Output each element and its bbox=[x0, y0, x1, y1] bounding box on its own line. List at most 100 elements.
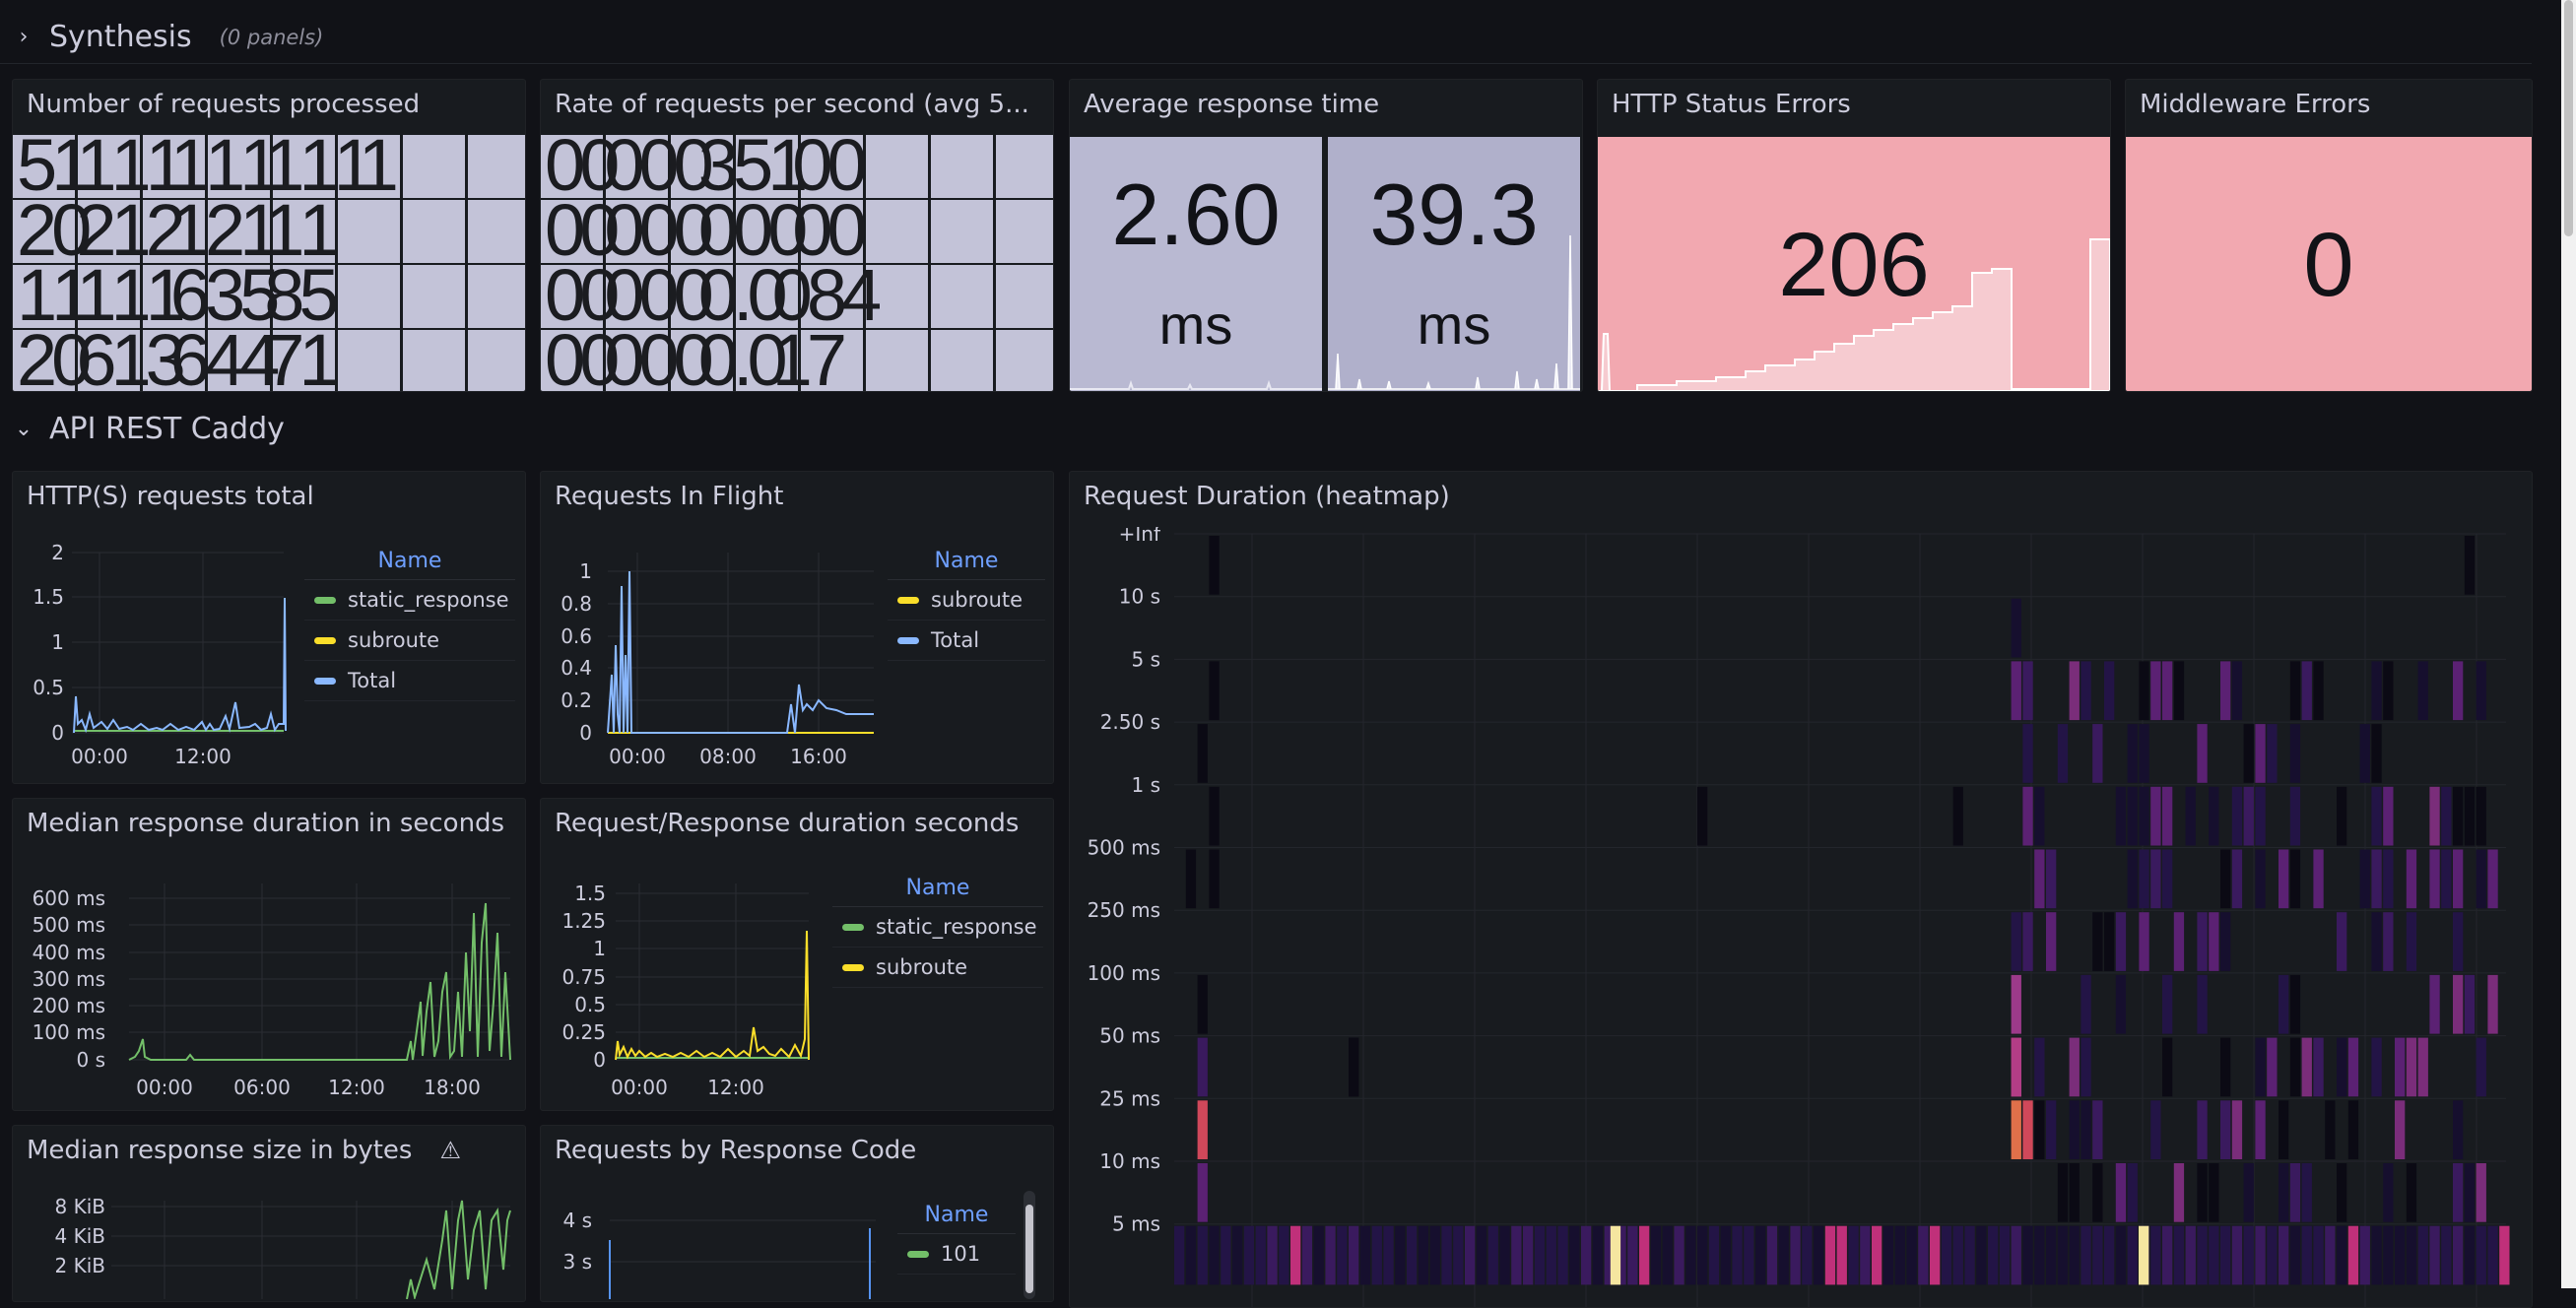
panel-request-rate[interactable]: Rate of requests per second (avg 5... 00… bbox=[540, 79, 1054, 392]
y-tick: 8 KiB bbox=[55, 1195, 105, 1218]
heatmap-cell bbox=[1523, 1225, 1534, 1285]
time-series-chart: 8 KiB 4 KiB 2 KiB bbox=[55, 1195, 511, 1299]
heatmap-cell bbox=[2406, 849, 2417, 909]
heatmap-cell bbox=[2139, 912, 2149, 971]
heatmap-cell bbox=[1209, 536, 1220, 595]
heatmap-cell bbox=[2279, 1225, 2289, 1285]
heatmap-cell bbox=[2255, 849, 2266, 909]
panel-title: HTTP(S) requests total bbox=[27, 482, 314, 511]
heatmap-cell bbox=[1313, 1225, 1324, 1285]
heatmap-cell bbox=[2231, 849, 2243, 909]
panel-avg-response[interactable]: Average response time 2.60 ms 39.3 ms bbox=[1069, 79, 1583, 392]
heatmap-cell bbox=[1359, 1225, 1371, 1285]
legend-scrollbar[interactable] bbox=[1024, 1191, 1035, 1299]
stat-digit: 5 bbox=[732, 129, 773, 202]
heatmap-cell bbox=[2383, 661, 2394, 721]
heatmap-cell bbox=[2173, 661, 2185, 721]
heatmap-cell bbox=[2487, 849, 2498, 909]
heatmap-cell bbox=[2046, 1225, 2057, 1285]
heatmap-cell bbox=[2209, 1163, 2219, 1222]
heatmap-cell bbox=[2092, 724, 2103, 783]
stat-cell bbox=[736, 265, 798, 328]
scrollbar-thumb[interactable] bbox=[2564, 0, 2573, 236]
stat-value: 0 bbox=[2303, 215, 2354, 315]
heatmap-cell bbox=[2301, 1225, 2312, 1285]
heatmap-cell bbox=[1407, 1225, 1418, 1285]
legend-item[interactable]: subroute bbox=[888, 580, 1045, 621]
legend-label: subroute bbox=[348, 628, 440, 652]
heatmap-cell bbox=[2337, 1037, 2347, 1097]
warning-icon[interactable]: ⚠ bbox=[439, 1137, 461, 1164]
legend-item[interactable]: Total bbox=[888, 621, 1045, 661]
legend-item[interactable]: static_response bbox=[304, 580, 515, 621]
legend-item[interactable]: subroute bbox=[304, 621, 515, 661]
stat-digit: 0 bbox=[604, 129, 644, 202]
stat-cell bbox=[143, 330, 205, 391]
panel-median-size[interactable]: Median response size in bytes ⚠ 8 KiB 4 K… bbox=[12, 1125, 526, 1302]
y-tick: 1 bbox=[593, 937, 606, 960]
legend-label: subroute bbox=[876, 955, 968, 979]
chevron-down-icon[interactable]: ⌄ bbox=[14, 417, 33, 441]
row-synthesis[interactable]: › Synthesis (0 panels) bbox=[14, 20, 324, 54]
heatmap-cell bbox=[2267, 1037, 2278, 1097]
panel-http-requests-total[interactable]: HTTP(S) requests total 2 1.5 1 0.5 0 00:… bbox=[12, 471, 526, 784]
panel-middleware-errors[interactable]: Middleware Errors 0 bbox=[2125, 79, 2533, 392]
stat-cell bbox=[606, 135, 668, 198]
stat-digit: 0 bbox=[638, 324, 679, 392]
heatmap-cell bbox=[2289, 1225, 2301, 1285]
series-total bbox=[607, 570, 874, 734]
heatmap-cell bbox=[2069, 1225, 2080, 1285]
heatmap-cell bbox=[2104, 661, 2115, 721]
panel-requests-in-flight[interactable]: Requests In Flight 1 0.8 0.6 0.4 0.2 0 0… bbox=[540, 471, 1054, 784]
y-tick: 1.25 bbox=[561, 909, 606, 933]
heatmap-cell bbox=[1174, 1225, 1185, 1285]
panel-requests-processed[interactable]: Number of requests processed 51111111111… bbox=[12, 79, 526, 392]
heatmap-cell bbox=[2011, 598, 2021, 658]
stat-value-row: 1111163585 bbox=[17, 259, 525, 332]
row-api-rest-caddy[interactable]: ⌄ API REST Caddy bbox=[14, 412, 285, 446]
legend-item[interactable]: static_response bbox=[832, 907, 1043, 948]
y-tick: 25 ms bbox=[1099, 1086, 1160, 1110]
legend-item[interactable]: subroute bbox=[832, 948, 1043, 988]
heatmap-cell bbox=[2441, 1225, 2452, 1285]
stat-cell bbox=[931, 330, 993, 391]
stat-digit: 3 bbox=[697, 129, 739, 202]
chevron-right-icon[interactable]: › bbox=[19, 25, 29, 49]
panel-by-response-code[interactable]: Requests by Response Code 4 s 3 s Name 1… bbox=[540, 1125, 1054, 1302]
stat-value: 2.60 bbox=[1111, 165, 1281, 263]
page-scrollbar[interactable] bbox=[2561, 0, 2576, 1288]
stat-digit: 1 bbox=[298, 194, 339, 267]
heatmap-cell bbox=[2092, 1100, 2103, 1159]
heatmap-cell bbox=[2231, 1225, 2243, 1285]
stat-cell bbox=[866, 265, 928, 328]
legend-label: Total bbox=[931, 628, 980, 652]
panel-median-duration[interactable]: Median response duration in seconds 600 … bbox=[12, 798, 526, 1111]
panel-req-resp-duration[interactable]: Request/Response duration seconds 1.5 1.… bbox=[540, 798, 1054, 1111]
heatmap-cell bbox=[2011, 974, 2021, 1034]
heatmap-cell bbox=[2069, 1163, 2080, 1222]
heatmap-cell bbox=[2301, 661, 2312, 721]
panel-duration-heatmap[interactable]: Request Duration (heatmap) +Inf 10 s 5 s 2.… bbox=[1069, 471, 2533, 1308]
stat-cell bbox=[866, 135, 928, 198]
stat-cell bbox=[13, 200, 75, 263]
stat-value-row: 2061364471 bbox=[17, 324, 525, 392]
heatmap-cell bbox=[2162, 849, 2173, 909]
heatmap-cell bbox=[1976, 1225, 1987, 1285]
legend-item[interactable]: Total bbox=[304, 661, 515, 701]
legend-header: Name bbox=[888, 549, 1045, 580]
heatmap-cell bbox=[2104, 1225, 2115, 1285]
y-tick: 100 ms bbox=[33, 1020, 105, 1044]
stat-digit: 5 bbox=[298, 259, 339, 332]
x-tick: 06:00 bbox=[233, 1076, 291, 1099]
stat-digit: . bbox=[732, 259, 753, 332]
heatmap-cell bbox=[1371, 1225, 1382, 1285]
legend-item[interactable]: 101 bbox=[897, 1234, 1016, 1275]
panel-title: Middleware Errors bbox=[2140, 90, 2371, 119]
heatmap-cell bbox=[1383, 1225, 1394, 1285]
stat-digit: 7 bbox=[264, 324, 304, 392]
panel-http-status-errors[interactable]: HTTP Status Errors 206 bbox=[1597, 79, 2111, 392]
heatmap-cell bbox=[1616, 1225, 1626, 1285]
heatmap-cell bbox=[1197, 1100, 1208, 1159]
heatmap-cell bbox=[2325, 1100, 2336, 1159]
stat-cell bbox=[208, 330, 270, 391]
